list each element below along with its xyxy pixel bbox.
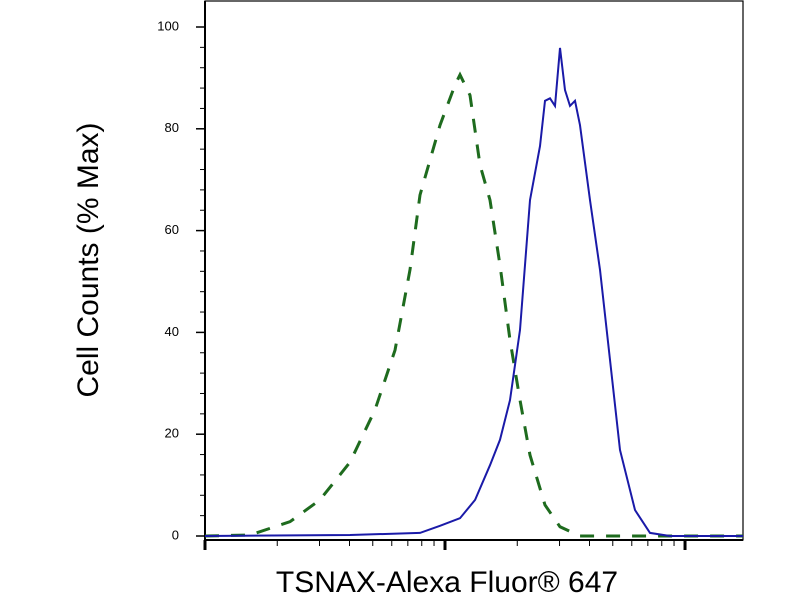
y-tick-label: 20 xyxy=(165,426,179,441)
y-tick-label: 100 xyxy=(157,18,179,33)
y-axis-label: Cell Counts (% Max) xyxy=(72,122,105,397)
y-tick-label: 0 xyxy=(172,527,179,542)
y-tick-label: 80 xyxy=(165,120,179,135)
x-axis-label: TSNAX-Alexa Fluor® 647 xyxy=(276,566,618,599)
y-tick-label: 40 xyxy=(165,324,179,339)
y-tick-label: 60 xyxy=(165,222,179,237)
plot-frame xyxy=(204,0,744,541)
histogram-line xyxy=(204,47,743,537)
histogram-line xyxy=(204,71,743,538)
